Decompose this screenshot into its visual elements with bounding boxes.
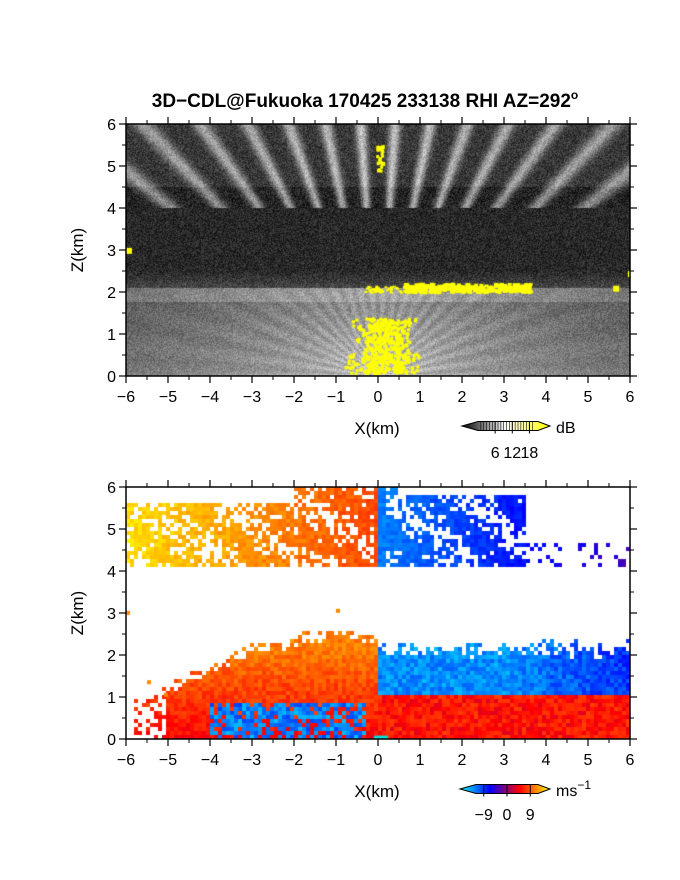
colorbar-tick-label: 9 [526, 807, 535, 824]
x-axis-label: X(km) [354, 419, 399, 438]
colorbar-unit: ms−1 [556, 778, 591, 800]
colorbar-tick-label: −9 [475, 807, 493, 824]
x-tick-label: 5 [584, 389, 593, 406]
x-tick-label: −5 [159, 752, 177, 769]
colorbar-tick-label: 6 [491, 445, 500, 462]
x-tick-label: 1 [416, 389, 425, 406]
x-tick-label: 2 [458, 389, 467, 406]
y-tick-label: 6 [107, 480, 116, 497]
x-tick-label: 1 [416, 752, 425, 769]
figure-title-degree: o [571, 88, 578, 102]
x-tick-label: 4 [542, 752, 551, 769]
x-tick-label: −3 [243, 752, 261, 769]
y-axis-label: Z(km) [68, 228, 87, 272]
y-tick-label: 3 [107, 243, 116, 260]
x-tick-label: 3 [500, 752, 509, 769]
x-tick-label: −2 [285, 752, 303, 769]
x-axis-label: X(km) [354, 782, 399, 801]
y-tick-label: 4 [107, 201, 116, 218]
y-tick-label: 5 [107, 159, 116, 176]
x-tick-label: 6 [626, 752, 635, 769]
y-tick-label: 2 [107, 285, 116, 302]
colorbar [458, 784, 552, 794]
x-tick-label: 4 [542, 389, 551, 406]
y-tick-label: 0 [107, 369, 116, 386]
colorbar-unit-base: dB [556, 420, 576, 437]
y-tick-label: 3 [107, 606, 116, 623]
x-tick-label: −1 [327, 389, 345, 406]
y-tick-label: 5 [107, 522, 116, 539]
x-tick-label: −5 [159, 389, 177, 406]
y-tick-label: 1 [107, 690, 116, 707]
figure-title: 3D−CDL@Fukuoka 170425 233138 RHI AZ=292o [152, 88, 579, 112]
colorbar-tick-label: 0 [503, 807, 512, 824]
heatmap-image [126, 124, 630, 376]
x-tick-label: 3 [500, 389, 509, 406]
x-tick-label: 0 [374, 389, 383, 406]
colorbar-unit-base: ms [556, 783, 577, 800]
x-tick-label: −4 [201, 389, 219, 406]
y-tick-label: 4 [107, 564, 116, 581]
x-tick-label: 0 [374, 752, 383, 769]
y-tick-label: 0 [107, 732, 116, 749]
x-tick-label: −4 [201, 752, 219, 769]
colorbar [460, 421, 552, 431]
x-tick-label: −3 [243, 389, 261, 406]
colorbar-tick-label: 18 [521, 445, 539, 462]
colorbar-unit: dB [556, 420, 576, 437]
y-axis-label: Z(km) [68, 591, 87, 635]
x-tick-label: 5 [584, 752, 593, 769]
x-tick-label: −1 [327, 752, 345, 769]
colorbar-tick-label: 12 [503, 445, 521, 462]
x-tick-label: 2 [458, 752, 467, 769]
x-tick-label: −6 [117, 389, 135, 406]
heatmap-image [126, 487, 630, 739]
y-tick-label: 2 [107, 648, 116, 665]
x-tick-label: 6 [626, 389, 635, 406]
figure-title-main: 3D−CDL@Fukuoka 170425 233138 RHI AZ=292 [152, 91, 571, 112]
y-tick-label: 1 [107, 327, 116, 344]
colorbar-unit-exponent: −1 [577, 778, 591, 792]
x-tick-label: −6 [117, 752, 135, 769]
x-tick-label: −2 [285, 389, 303, 406]
y-tick-label: 6 [107, 117, 116, 134]
